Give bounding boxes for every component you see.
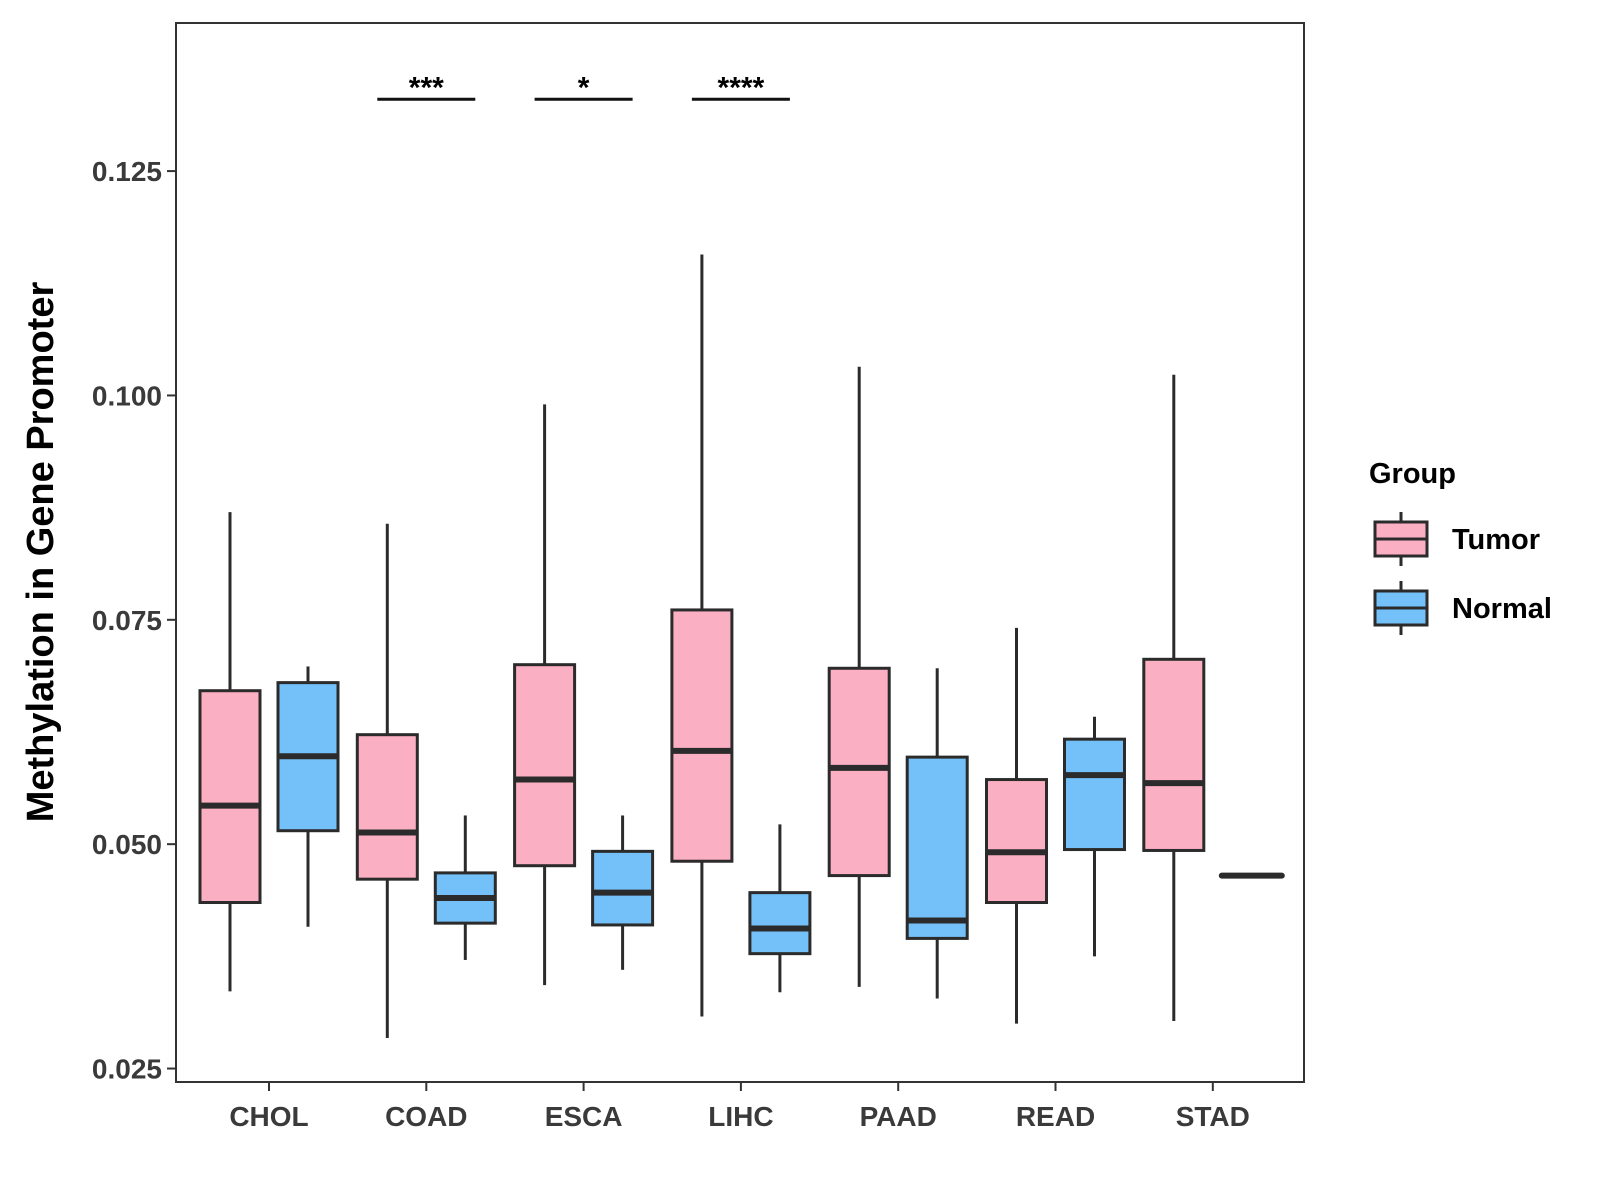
iqr-box — [513, 663, 577, 868]
box-normal-coad — [433, 815, 497, 960]
x-tick-label-paad: PAAD — [860, 1101, 937, 1132]
significance-esca: * — [534, 71, 633, 104]
y-tick-label: 0.100 — [92, 380, 162, 411]
significance-label: * — [578, 71, 590, 104]
significance-layer: *** * **** — [377, 71, 790, 104]
legend-key-tumor — [1373, 512, 1429, 566]
x-tick-label-chol: CHOL — [229, 1101, 308, 1132]
iqr-box — [670, 608, 734, 863]
iqr-box — [355, 733, 419, 881]
box-tumor-read — [985, 627, 1048, 1024]
box-normal-lihc — [748, 824, 812, 993]
legend-title: Group — [1369, 458, 1456, 490]
box-tumor-paad — [827, 366, 891, 987]
x-tick-label-lihc: LIHC — [708, 1101, 773, 1132]
iqr-box — [198, 689, 262, 905]
legend-key-normal — [1373, 581, 1429, 635]
iqr-box — [1142, 657, 1206, 852]
significance-lihc: **** — [691, 71, 790, 104]
x-tick-label-read: READ — [1016, 1101, 1095, 1132]
y-axis-title: Methylation in Gene Promoter — [20, 282, 62, 823]
iqr-box — [985, 778, 1048, 905]
significance-label: **** — [718, 71, 765, 104]
box-normal-read — [1063, 716, 1126, 957]
box-normal-paad — [905, 668, 969, 999]
box-tumor-lihc — [670, 254, 734, 1017]
box-tumor-esca — [513, 404, 577, 986]
iqr-box — [827, 666, 891, 878]
significance-coad: *** — [377, 71, 476, 104]
x-tick-label-coad: COAD — [385, 1101, 467, 1132]
iqr-box — [1063, 737, 1126, 852]
iqr-box — [905, 755, 969, 940]
box-tumor-stad — [1142, 374, 1206, 1021]
significance-label: *** — [409, 71, 444, 104]
legend-label-normal: Normal — [1452, 593, 1552, 625]
iqr-box — [591, 849, 655, 927]
iqr-box — [748, 891, 812, 956]
box-tumor-coad — [355, 523, 419, 1039]
y-tick-label: 0.125 — [92, 156, 162, 187]
y-axis: 0.025 0.050 0.075 0.100 0.125 — [92, 156, 176, 1085]
legend: Group Tumor Normal — [1369, 458, 1552, 635]
box-normal-esca — [591, 815, 655, 970]
legend-label-tumor: Tumor — [1452, 524, 1540, 556]
x-tick-label-stad: STAD — [1176, 1101, 1250, 1132]
x-axis: CHOL COAD ESCA LIHC PAAD READ STAD — [229, 1082, 1250, 1132]
boxes-layer — [198, 254, 1285, 1039]
plot-panel — [175, 22, 1305, 1083]
x-tick-label-esca: ESCA — [545, 1101, 623, 1132]
y-tick-label: 0.075 — [92, 605, 162, 636]
box-normal-chol — [276, 666, 340, 927]
y-tick-label: 0.050 — [92, 829, 162, 860]
box-tumor-chol — [198, 512, 262, 992]
y-tick-label: 0.025 — [92, 1054, 162, 1085]
